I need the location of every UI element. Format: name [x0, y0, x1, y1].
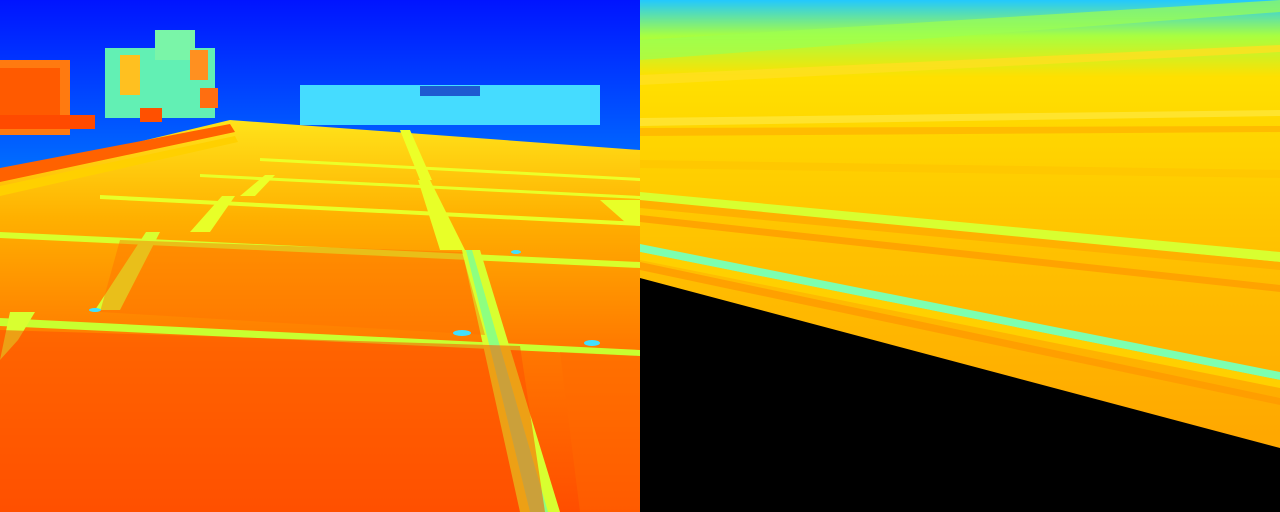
thermal-line-scan-stretched-image: [640, 0, 1280, 512]
thermal-solar-panel-rooftop-image: [0, 0, 640, 512]
